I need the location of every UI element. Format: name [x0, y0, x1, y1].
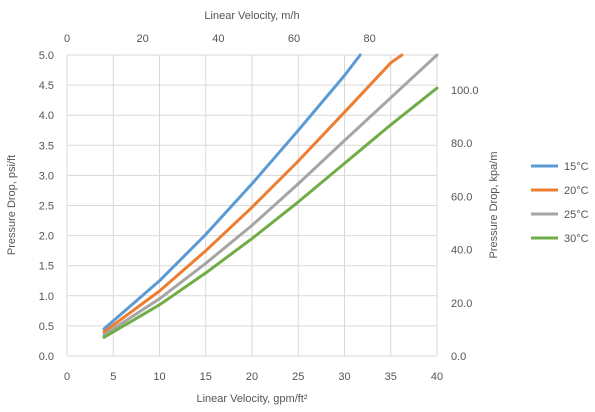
y2-tick-label: 100.0: [451, 85, 479, 97]
y2-tick-label: 20.0: [451, 298, 472, 310]
series-line: [102, 53, 439, 337]
y2-tick-label: 80.0: [451, 138, 472, 150]
legend-item: 20°C: [531, 185, 589, 197]
legend-item: 15°C: [531, 161, 589, 173]
x-tick-label: 10: [153, 371, 165, 383]
legend-label: 15°C: [564, 161, 589, 173]
grid: [66, 54, 438, 357]
y2-axis-title: Pressure Drop, kpa/m: [488, 152, 500, 259]
x2-axis-title: Linear Velocity, m/h: [204, 10, 299, 22]
legend-label: 30°C: [564, 233, 589, 245]
y-axis-ticks: 0.0 0.5 1.0 1.5 2.0 2.5 3.0 3.5 4.0 4.5 5.0: [39, 50, 54, 363]
y2-tick-label: 0.0: [451, 351, 466, 363]
y2-tick-label: 40.0: [451, 245, 472, 257]
x-tick-label: 35: [385, 371, 397, 383]
x-tick-label: 0: [64, 371, 70, 383]
y2-axis-ticks: 0.0 20.0 40.0 60.0 80.0 100.0: [451, 85, 479, 363]
series-line: [102, 53, 362, 331]
x2-tick-label: 60: [288, 33, 300, 45]
x-tick-label: 30: [338, 371, 350, 383]
y-tick-label: 0.0: [39, 351, 54, 363]
x-tick-label: 40: [431, 371, 443, 383]
y-tick-label: 3.5: [39, 140, 54, 152]
y-tick-label: 2.5: [39, 201, 54, 213]
series-lines: [102, 53, 439, 339]
x-axis-title: Linear Velocity, gpm/ft²: [196, 393, 307, 405]
y-tick-label: 4.0: [39, 110, 54, 122]
legend-label: 20°C: [564, 185, 589, 197]
x-tick-label: 25: [292, 371, 304, 383]
y-tick-label: 2.0: [39, 231, 54, 243]
legend-label: 25°C: [564, 209, 589, 221]
x2-axis-ticks: 0 20 40 60 80: [64, 33, 376, 45]
x-tick-label: 20: [246, 371, 258, 383]
x2-tick-label: 0: [64, 33, 70, 45]
series-line: [102, 86, 439, 339]
legend-item: 30°C: [531, 233, 589, 245]
y-axis-title: Pressure Drop, psi/ft: [6, 155, 18, 255]
y2-tick-label: 60.0: [451, 191, 472, 203]
x-tick-label: 15: [200, 371, 212, 383]
x2-tick-label: 20: [137, 33, 149, 45]
x-tick-label: 5: [110, 371, 116, 383]
series-line: [102, 53, 404, 334]
x-axis-ticks: 0 5 10 15 20 25 30 35 40: [64, 371, 443, 383]
y-tick-label: 1.5: [39, 261, 54, 273]
y-tick-label: 0.5: [39, 321, 54, 333]
legend-item: 25°C: [531, 209, 589, 221]
y-tick-label: 1.0: [39, 291, 54, 303]
legend: 15°C 20°C 25°C 30°C: [531, 161, 589, 245]
y-tick-label: 5.0: [39, 50, 54, 62]
y-tick-label: 4.5: [39, 80, 54, 92]
x2-tick-label: 80: [364, 33, 376, 45]
y-tick-label: 3.0: [39, 170, 54, 182]
x2-tick-label: 40: [212, 33, 224, 45]
